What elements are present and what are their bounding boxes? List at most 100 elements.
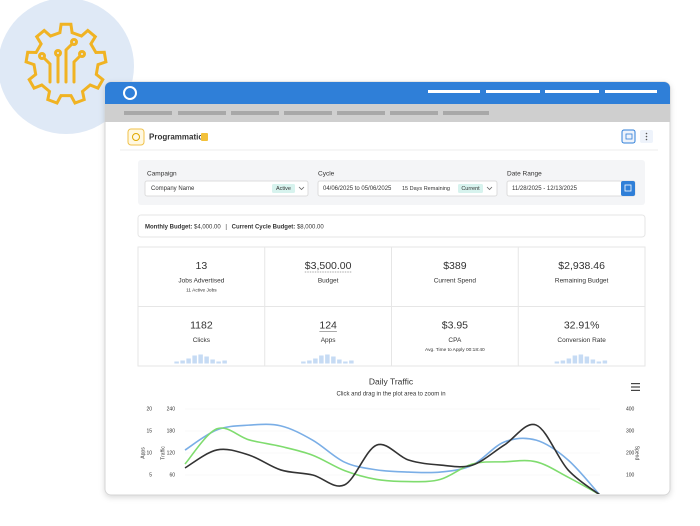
- stat-label: Apps: [321, 337, 337, 344]
- chart-title: Daily Traffic: [369, 376, 414, 386]
- stat-value: 32.91%: [564, 319, 600, 331]
- program-icon-bulb: [132, 133, 140, 141]
- badge: [458, 184, 483, 193]
- sparkline-bar: [186, 358, 191, 364]
- nav-item[interactable]: [428, 90, 480, 93]
- more-icon: [645, 132, 648, 141]
- axis-label: Apps: [140, 447, 146, 459]
- sub-bar: [105, 104, 670, 122]
- series-line: [184, 423, 601, 494]
- top-bar: [105, 82, 670, 104]
- stat-label: Conversion Rate: [557, 337, 606, 344]
- date-value: 11/28/2025 - 12/13/2025: [512, 186, 578, 192]
- filter-label: Cycle: [318, 171, 335, 178]
- stat-label: Clicks: [193, 337, 211, 344]
- badge: [272, 184, 295, 193]
- sparkline-bar: [572, 355, 578, 364]
- stat-value: 1182: [190, 319, 213, 331]
- sparkline-bar: [566, 358, 572, 364]
- stat-note: Avg. Time to Apply 00:18:40: [425, 347, 485, 353]
- badge-text: Current: [461, 186, 480, 192]
- sparkline-bar: [554, 361, 560, 364]
- stat-label: CPA: [448, 337, 462, 344]
- stat-value: 13: [196, 260, 208, 272]
- separator: |: [225, 224, 227, 230]
- stat-label: Jobs Advertised: [178, 278, 224, 285]
- chevron: [298, 186, 305, 191]
- title-badge: [201, 133, 208, 141]
- tick-label: 20: [146, 406, 152, 412]
- tick-label: 60: [169, 472, 175, 478]
- tabs: [124, 111, 489, 115]
- tab[interactable]: [443, 111, 489, 115]
- cycle-select[interactable]: [317, 180, 498, 197]
- axis-label: Spend: [634, 446, 640, 461]
- calendar-button[interactable]: [621, 181, 635, 196]
- sparkline-bar: [216, 361, 221, 364]
- sparkline-bar: [349, 360, 354, 364]
- stat-note: 11 Active Jobs: [186, 287, 217, 293]
- budget-value: $4,000.00: [194, 224, 221, 230]
- stat-label: Current Spend: [434, 278, 477, 285]
- stat-value: 124: [319, 319, 337, 331]
- sparkline-bar: [222, 360, 227, 364]
- sparkline-bar: [343, 361, 348, 364]
- cycle-value: 04/06/2025 to 05/06/2025: [323, 186, 392, 192]
- tick-label: 100: [626, 472, 635, 478]
- tick-label: 15: [146, 428, 152, 434]
- campaign-value: Company Name: [151, 186, 195, 192]
- sparkline-bar: [325, 354, 330, 364]
- program-icon: [127, 128, 145, 146]
- sparkline-bar: [337, 359, 342, 364]
- stat-value: $3.95: [442, 319, 468, 331]
- sparkline-bar: [560, 360, 566, 364]
- tick-label: 120: [167, 450, 176, 456]
- sparkline-bar: [180, 360, 185, 364]
- lines: [184, 423, 601, 494]
- badge-text: Active: [276, 186, 291, 192]
- chevron: [486, 186, 493, 191]
- sparkline-bar: [319, 355, 324, 364]
- tick-label: 200: [626, 450, 635, 456]
- tab[interactable]: [337, 111, 385, 115]
- budget-row: [137, 214, 646, 238]
- cycle-note: 15 Days Remaining: [402, 186, 450, 192]
- budget-value: $8,000.00: [297, 224, 324, 230]
- campaign-select[interactable]: [144, 180, 309, 197]
- sparkline-bar: [596, 361, 602, 364]
- tick-label: 400: [626, 406, 635, 412]
- tick-label: 10: [146, 450, 152, 456]
- sparkline-bar: [301, 361, 306, 364]
- sparkline-bar: [204, 356, 209, 364]
- sparkline-bar: [210, 359, 215, 364]
- tab[interactable]: [124, 111, 172, 115]
- email-button[interactable]: [621, 129, 636, 144]
- sparkline-bar: [307, 360, 312, 364]
- sparkline-bar: [590, 359, 596, 364]
- budget-text: Monthly Budget: $4,000.00 | Current Cycl…: [145, 224, 324, 230]
- series-line: [184, 423, 601, 494]
- chart-menu[interactable]: [631, 383, 640, 391]
- tab[interactable]: [231, 111, 279, 115]
- tab[interactable]: [390, 111, 438, 115]
- sparkline-bar: [198, 354, 203, 364]
- stat-value: $2,938.46: [558, 260, 605, 272]
- nav-item[interactable]: [486, 90, 540, 93]
- calendar-icon: [624, 184, 632, 192]
- stat-label: Remaining Budget: [555, 278, 609, 285]
- tab[interactable]: [284, 111, 332, 115]
- filter-label: Campaign: [147, 171, 177, 178]
- nav-item[interactable]: [545, 90, 599, 93]
- tick-label: 5: [149, 472, 152, 478]
- sparkline-bar: [174, 361, 179, 364]
- sparkline-bar: [331, 356, 336, 364]
- sparkline-bar: [192, 355, 197, 364]
- gear-icon: [24, 22, 108, 105]
- stat-value: $3,500.00: [305, 260, 352, 272]
- axis-label: Traffic: [160, 446, 166, 460]
- tab[interactable]: [178, 111, 226, 115]
- logo[interactable]: [123, 86, 137, 100]
- nav-item[interactable]: [605, 90, 657, 93]
- nav-items: [428, 90, 657, 93]
